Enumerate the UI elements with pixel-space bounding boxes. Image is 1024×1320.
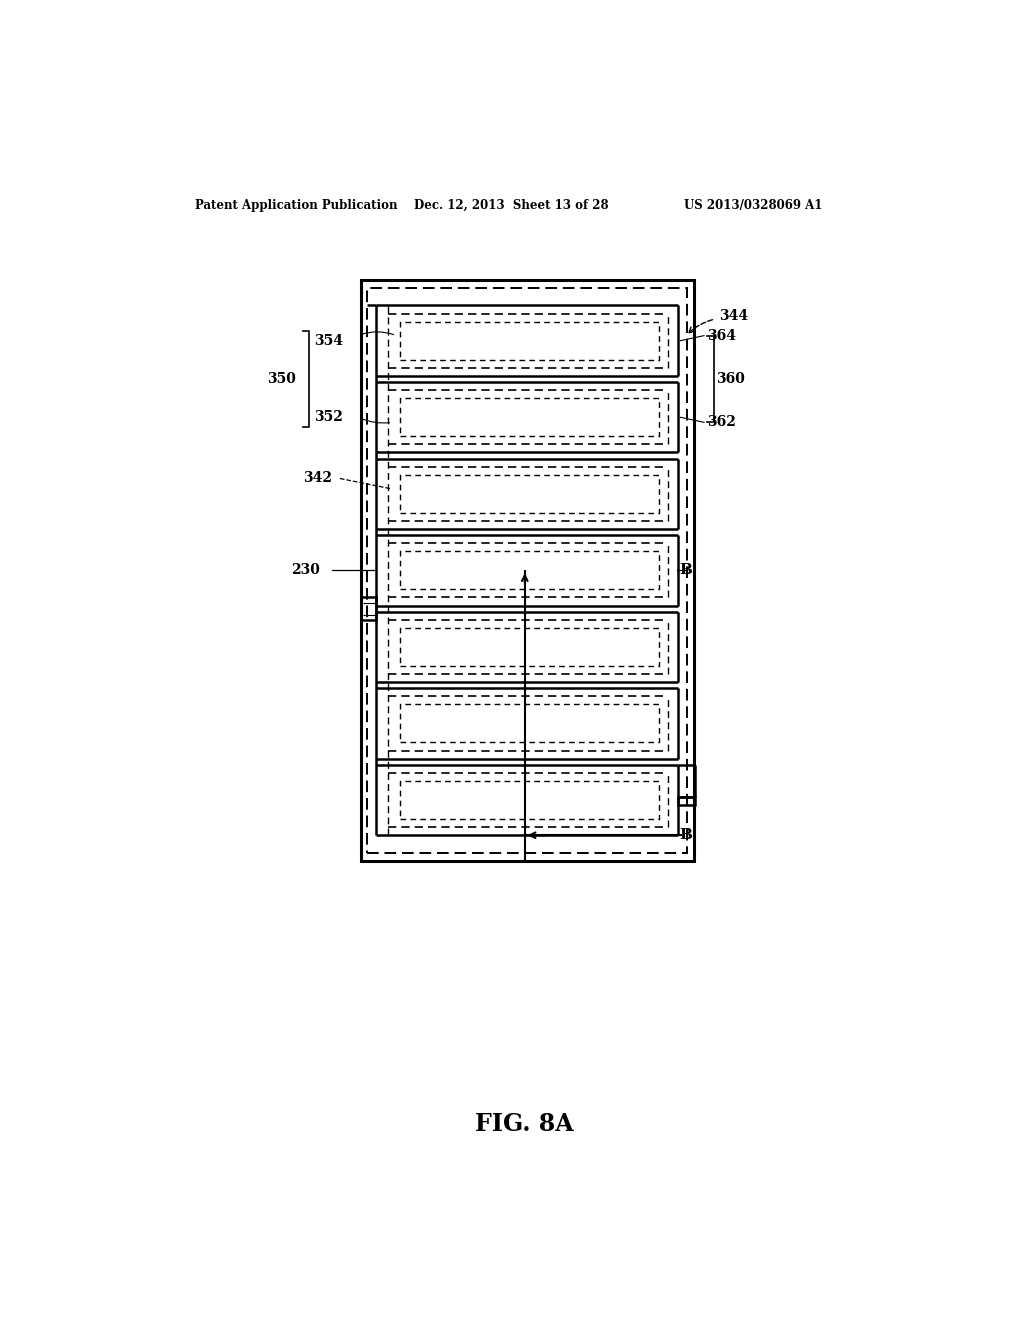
- Text: 364: 364: [708, 329, 736, 343]
- Text: FIG. 8A: FIG. 8A: [475, 1111, 574, 1137]
- Text: 230: 230: [291, 564, 319, 577]
- Bar: [367, 288, 687, 853]
- Text: 342: 342: [303, 471, 332, 486]
- Text: B': B': [680, 828, 697, 842]
- Bar: [678, 797, 695, 805]
- Text: 344: 344: [719, 309, 749, 323]
- Bar: [400, 628, 658, 665]
- Text: 352: 352: [314, 411, 343, 424]
- Text: B: B: [680, 564, 692, 577]
- Text: Patent Application Publication: Patent Application Publication: [196, 199, 398, 213]
- Text: 350: 350: [267, 372, 296, 385]
- Bar: [400, 322, 658, 359]
- Bar: [400, 781, 658, 818]
- Bar: [360, 280, 693, 861]
- Bar: [361, 598, 377, 620]
- Bar: [400, 475, 658, 512]
- Text: 362: 362: [708, 416, 736, 429]
- Text: Dec. 12, 2013  Sheet 13 of 28: Dec. 12, 2013 Sheet 13 of 28: [414, 199, 608, 213]
- Bar: [400, 399, 658, 436]
- Text: 360: 360: [716, 372, 744, 385]
- Text: 354: 354: [314, 334, 343, 347]
- Bar: [400, 552, 658, 589]
- Text: US 2013/0328069 A1: US 2013/0328069 A1: [684, 199, 822, 213]
- Bar: [400, 705, 658, 742]
